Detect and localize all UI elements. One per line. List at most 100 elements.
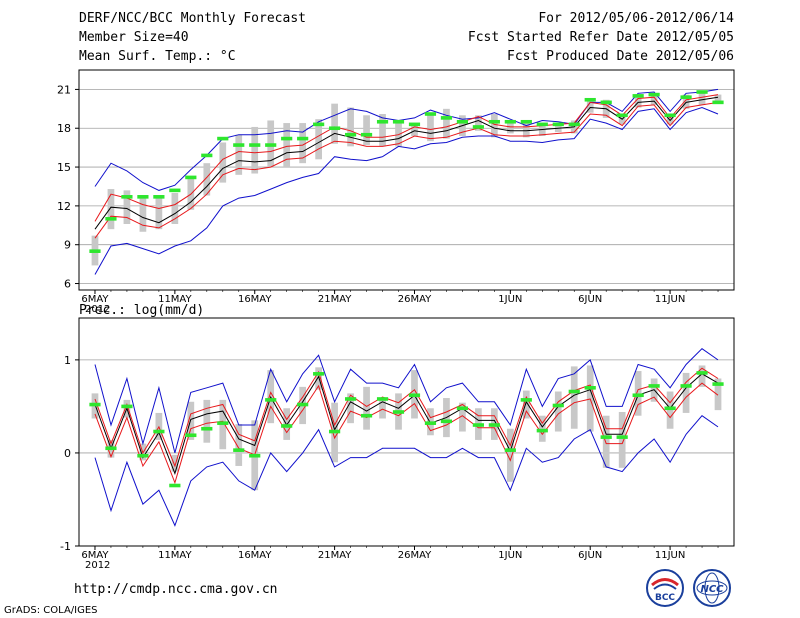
temp-climatology-marker bbox=[696, 90, 708, 94]
temp-spread-box bbox=[299, 123, 307, 164]
temp-climatology-marker bbox=[632, 94, 644, 98]
temp-climatology-marker bbox=[233, 143, 245, 147]
prec-x-tick-label: 16MAY bbox=[238, 550, 272, 561]
prec-climatology-marker bbox=[552, 403, 564, 408]
prec-spread-box bbox=[634, 371, 642, 416]
prec-spread-box bbox=[698, 365, 706, 387]
prec-climatology-marker bbox=[456, 406, 469, 411]
temp-climatology-marker bbox=[536, 122, 548, 127]
prec-climatology-marker bbox=[265, 398, 277, 402]
forecast-start-date-label: Fcst Started Refer Date 2012/05/05 bbox=[467, 30, 734, 45]
prec-climatology-marker bbox=[217, 421, 229, 425]
temp-climatology-marker bbox=[472, 125, 484, 129]
temp-spread-box bbox=[395, 120, 402, 147]
temp-climatology-marker bbox=[568, 122, 580, 127]
temp-spread-box bbox=[235, 134, 243, 175]
ncc-logo-text: NCC bbox=[700, 584, 724, 595]
prec-spread-box bbox=[235, 424, 243, 466]
prec-climatology-marker bbox=[313, 372, 325, 376]
prec-spread-box bbox=[363, 386, 370, 430]
prec-climatology-marker bbox=[185, 433, 197, 438]
temp-climatology-marker bbox=[89, 249, 101, 253]
temp-ensemble-min-line bbox=[94, 106, 719, 275]
temp-climatology-marker bbox=[201, 153, 213, 158]
forecast-produced-date-label: Fcst Produced Date 2012/05/06 bbox=[507, 49, 734, 64]
temp-climatology-marker bbox=[504, 119, 516, 124]
prec-x-tick-label: 11JUN bbox=[655, 550, 685, 561]
temp-climatology-marker bbox=[520, 119, 532, 124]
prec-spread-box bbox=[538, 415, 546, 442]
prec-climatology-marker bbox=[616, 435, 628, 439]
prec-climatology-marker bbox=[376, 397, 389, 401]
temp-climatology-marker bbox=[440, 116, 453, 120]
prec-x-tick-year: 2012 bbox=[85, 560, 110, 571]
chart-main-title: DERF/NCC/BCC Monthly Forecast bbox=[79, 11, 306, 26]
temp-spread-box bbox=[427, 112, 434, 142]
prec-spread-box bbox=[379, 398, 386, 419]
prec-climatology-marker bbox=[233, 448, 245, 452]
temp-spread-box bbox=[363, 115, 370, 146]
temp-ensemble-mean-line bbox=[94, 96, 719, 230]
prec-climatology-marker bbox=[105, 446, 117, 451]
temp-spread-box bbox=[634, 94, 642, 108]
temp-spread-box bbox=[171, 192, 179, 224]
prec-climatology-marker bbox=[440, 419, 453, 424]
prec-panel-title: Prec.: log(mm/d) bbox=[79, 303, 204, 318]
temp-spread-box bbox=[139, 195, 147, 232]
temp-climatology-marker bbox=[344, 132, 357, 137]
temp-climatology-marker bbox=[297, 136, 309, 141]
prec-lower-spread-line bbox=[94, 382, 719, 485]
prec-climatology-marker bbox=[201, 426, 213, 431]
temp-x-tick-label: 16MAY bbox=[238, 294, 272, 305]
temp-ensemble-max-line bbox=[94, 88, 719, 191]
temp-climatology-marker bbox=[121, 195, 133, 199]
temp-climatology-marker bbox=[153, 195, 165, 199]
temp-y-tick-label: 15 bbox=[57, 161, 71, 174]
prec-climatology-marker bbox=[472, 423, 484, 427]
temp-y-tick-label: 18 bbox=[57, 122, 71, 135]
temp-climatology-marker bbox=[600, 100, 612, 105]
prec-climatology-marker bbox=[137, 453, 149, 458]
temp-spread-box bbox=[187, 176, 195, 210]
temp-spread-box bbox=[203, 163, 211, 196]
temp-spread-box bbox=[682, 94, 690, 109]
temp-spread-box bbox=[506, 123, 514, 134]
prec-ensemble-max-line bbox=[94, 348, 719, 454]
prec-y-tick-label: -1 bbox=[60, 540, 71, 553]
prec-climatology-marker bbox=[153, 429, 165, 434]
prec-ensemble-mean-line bbox=[94, 373, 719, 475]
temp-upper-spread-line bbox=[94, 94, 719, 222]
temp-climatology-marker bbox=[105, 217, 117, 221]
prec-climatology-marker bbox=[344, 397, 357, 401]
temp-variable-label: Mean Surf. Temp.: °C bbox=[79, 49, 236, 64]
prec-climatology-marker bbox=[424, 421, 437, 425]
temp-spread-box bbox=[123, 190, 131, 224]
prec-climatology-marker bbox=[249, 453, 261, 458]
temp-climatology-marker bbox=[456, 119, 469, 124]
prec-x-tick-label: 26MAY bbox=[398, 550, 432, 561]
temp-spread-box bbox=[251, 126, 259, 174]
temp-climatology-marker bbox=[137, 195, 149, 199]
prec-climatology-marker bbox=[680, 384, 692, 388]
prec-climatology-marker bbox=[281, 424, 293, 428]
prec-spread-box bbox=[171, 454, 179, 472]
prec-climatology-marker bbox=[536, 428, 548, 433]
prec-spread-box bbox=[506, 428, 514, 482]
temp-climatology-marker bbox=[712, 100, 724, 105]
temp-climatology-marker bbox=[392, 119, 405, 124]
source-url[interactable]: http://cmdp.ncc.cma.gov.cn bbox=[74, 582, 278, 597]
temp-spread-box bbox=[107, 189, 115, 230]
prec-plot-frame bbox=[78, 317, 735, 547]
prec-climatology-marker bbox=[600, 435, 612, 439]
prec-x-tick-label: 1JUN bbox=[498, 550, 522, 561]
prec-ensemble-min-line bbox=[94, 415, 719, 527]
prec-climatology-marker bbox=[89, 402, 101, 407]
prec-climatology-marker bbox=[408, 393, 421, 398]
prec-climatology-marker bbox=[121, 404, 133, 409]
temp-spread-box bbox=[475, 115, 482, 131]
temp-x-tick-label: 6JUN bbox=[578, 294, 602, 305]
temp-climatology-marker bbox=[313, 122, 325, 127]
prec-x-tick-label: 6JUN bbox=[578, 550, 602, 561]
temp-spread-box bbox=[698, 90, 706, 105]
temp-plot-frame bbox=[78, 69, 735, 291]
